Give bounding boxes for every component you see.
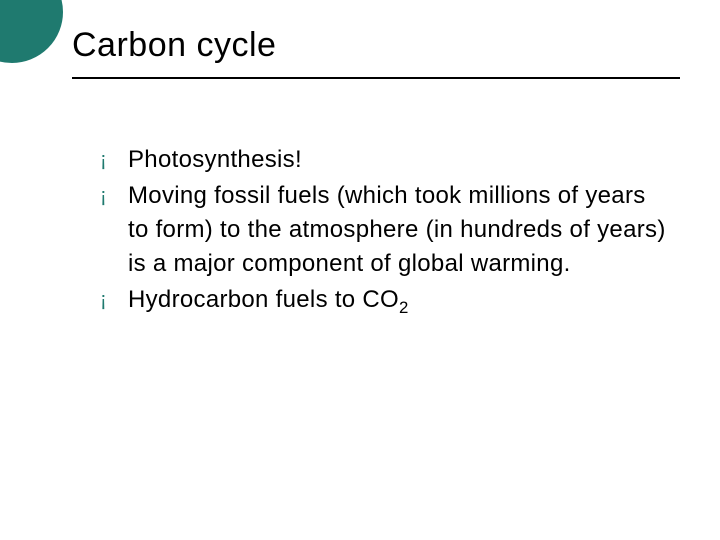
bullet-icon: ¡ bbox=[100, 179, 128, 213]
bullet-text: Hydrocarbon fuels to CO2 bbox=[128, 283, 670, 325]
list-item: ¡Hydrocarbon fuels to CO2 bbox=[100, 283, 670, 325]
bullet-list: ¡Photosynthesis!¡Moving fossil fuels (wh… bbox=[100, 143, 670, 325]
bullet-icon: ¡ bbox=[100, 283, 128, 317]
list-item: ¡Photosynthesis! bbox=[100, 143, 670, 177]
title-rule bbox=[72, 77, 680, 79]
bullet-icon: ¡ bbox=[100, 143, 128, 177]
decor-circle bbox=[0, 0, 66, 66]
bullet-text: Moving fossil fuels (which took millions… bbox=[128, 179, 670, 281]
slide-title: Carbon cycle bbox=[72, 26, 680, 75]
slide-content: Carbon cycle ¡Photosynthesis!¡Moving fos… bbox=[72, 26, 680, 327]
list-item: ¡Moving fossil fuels (which took million… bbox=[100, 179, 670, 281]
bullet-text: Photosynthesis! bbox=[128, 143, 670, 177]
